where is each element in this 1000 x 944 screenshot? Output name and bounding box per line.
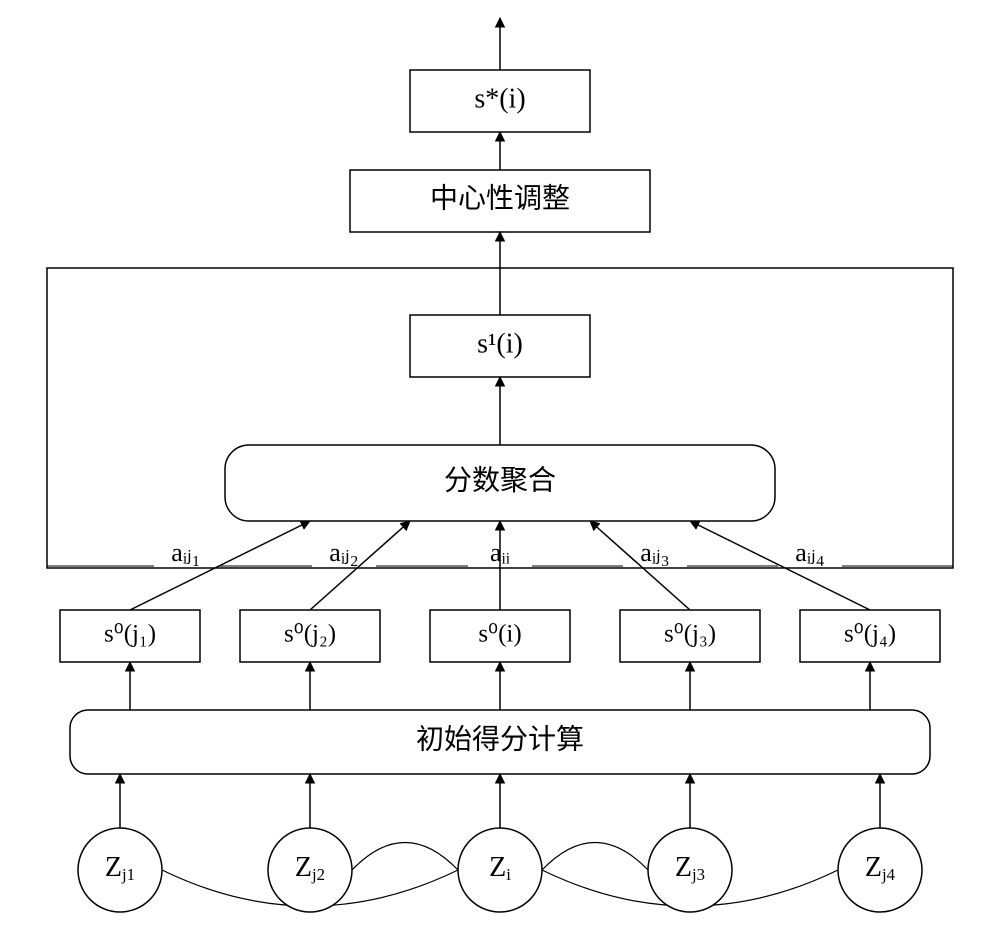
weight-a-ij4: aᵢⱼ₄ — [795, 538, 824, 567]
weight-a-ij3: aᵢⱼ₃ — [640, 538, 669, 567]
s0-j2-label: s⁰(j₂) — [284, 621, 336, 648]
graph-edge — [352, 843, 458, 871]
initial-score-calc-label: 初始得分计算 — [416, 723, 584, 755]
centrality-adjust-label: 中心性调整 — [430, 182, 570, 214]
s1-i-label: s¹(i) — [477, 328, 523, 359]
graph-edge — [542, 843, 648, 871]
s0-j4-label: s⁰(j₄) — [844, 621, 896, 648]
score-aggregation-label: 分数聚合 — [444, 464, 556, 496]
s0-i-label: s⁰(i) — [478, 621, 521, 648]
s0-j3-label: s⁰(j₃) — [664, 621, 716, 648]
weight-a-ij2: aᵢⱼ₂ — [329, 538, 358, 567]
s-star-i-label: s*(i) — [474, 83, 525, 114]
weight-a-ij1: aᵢⱼ₁ — [171, 538, 200, 567]
s0-j1-label: s⁰(j₁) — [104, 621, 156, 648]
